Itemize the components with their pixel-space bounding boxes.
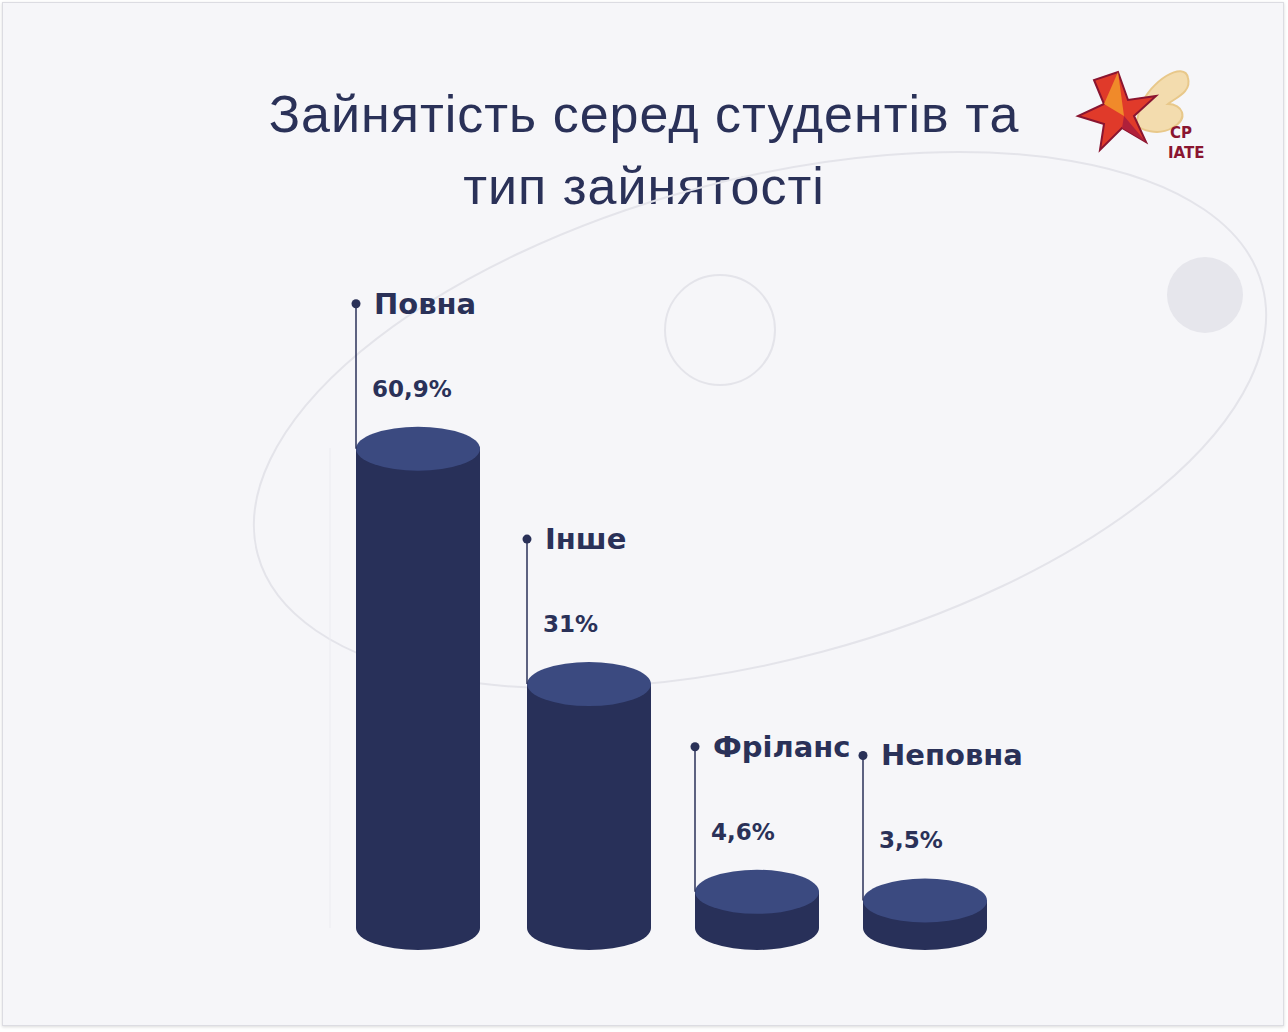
chart: Повна 60,9% Інше 31% Фріланс 4,6% Неповна 3,5% C… (0, 0, 1288, 1032)
logo: CP IATE (1078, 71, 1205, 162)
data-label: 31% (543, 611, 598, 637)
logo-star (1078, 72, 1156, 150)
bar-top (863, 878, 987, 922)
labels: Повна 60,9% Інше 31% Фріланс 4,6% Неповна 3,5% (352, 287, 1023, 901)
label-dot (523, 535, 532, 544)
bar (527, 662, 651, 950)
label-pin (862, 755, 864, 900)
category-label: Фріланс (713, 730, 851, 764)
bar (695, 870, 819, 950)
bar-top (527, 662, 651, 706)
decoration-dot (1167, 257, 1243, 333)
bars (356, 427, 987, 950)
data-label: 4,6% (711, 819, 775, 845)
category-label: Неповна (881, 738, 1023, 772)
logo-star-facet (1104, 72, 1124, 116)
label-dot (352, 299, 361, 308)
bar-top (695, 870, 819, 914)
bar (356, 427, 480, 950)
logo-text: IATE (1168, 144, 1205, 162)
data-label: 3,5% (879, 827, 943, 853)
data-label: 60,9% (372, 376, 452, 402)
label-dot (859, 751, 868, 760)
bar-top (356, 427, 480, 471)
label-pin (355, 304, 357, 449)
label-pin (694, 747, 696, 892)
category-label: Інше (545, 522, 626, 556)
bar-body (356, 449, 480, 928)
logo-text: CP (1170, 124, 1192, 142)
y-axis-line (330, 448, 331, 928)
bar (863, 878, 987, 950)
category-label: Повна (374, 287, 476, 321)
decoration-head (665, 275, 775, 385)
title: Зайнятість серед студентів та тип зайнят… (244, 78, 1044, 222)
bar-body (527, 684, 651, 928)
label-dot (691, 742, 700, 751)
label-pin (526, 539, 528, 684)
logo-star-facet (1122, 116, 1146, 142)
